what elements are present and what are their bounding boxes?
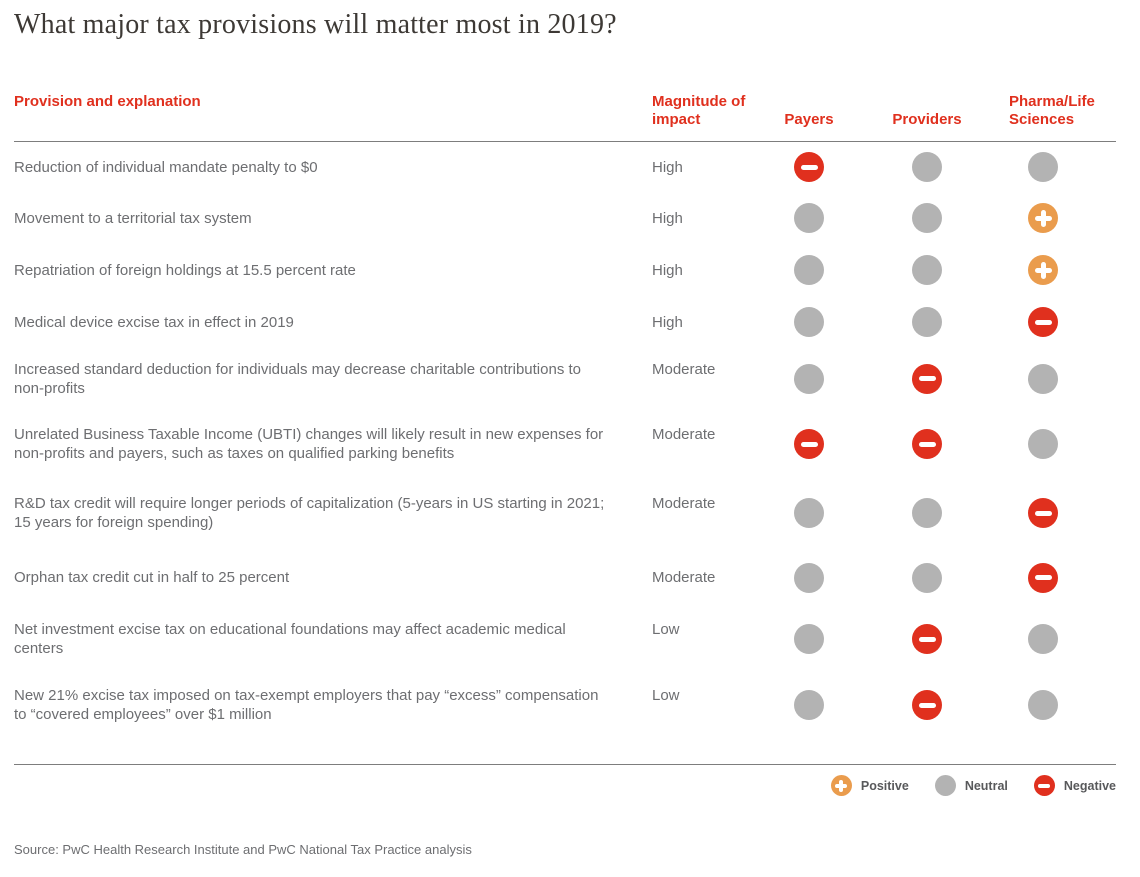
legend-label: Negative: [1063, 778, 1116, 793]
provision-text: Medical device excise tax in effect in 2…: [14, 313, 294, 331]
pharma-impact-icon: [1028, 562, 1058, 593]
table-row: New 21% excise tax imposed on tax-exempt…: [14, 670, 1140, 740]
table-row: Repatriation of foreign holdings at 15.5…: [14, 244, 1140, 296]
magnitude-value: Moderate: [652, 426, 716, 443]
page-title: What major tax provisions will matter mo…: [14, 9, 617, 40]
table-row: R&D tax credit will require longer perio…: [14, 479, 1140, 547]
legend-label: Neutral: [964, 778, 1008, 793]
provision-text: Net investment excise tax on educational…: [14, 621, 566, 657]
table-header-row: Provision and explanation Magnitude of i…: [14, 42, 1116, 142]
providers-impact-icon: [912, 363, 942, 394]
provision-text: Movement to a territorial tax system: [14, 209, 252, 227]
provision-text: Orphan tax credit cut in half to 25 perc…: [14, 569, 290, 586]
table-row: Movement to a territorial tax system Hig…: [14, 192, 1140, 244]
source-note: Source: PwC Health Research Institute an…: [14, 842, 472, 857]
column-header-magnitude: Magnitude of impact: [652, 93, 746, 128]
magnitude-value: Moderate: [652, 495, 716, 512]
payers-impact-icon: [794, 624, 824, 654]
payers-impact-icon: [794, 429, 824, 459]
payers-impact-icon: [794, 562, 824, 593]
pharma-impact-icon: [1028, 690, 1058, 720]
column-header-pharma: Pharma/Life Sciences: [1009, 93, 1095, 128]
legend-positive-icon: [830, 775, 852, 796]
pharma-impact-icon: [1028, 255, 1058, 285]
column-header-provision: Provision and explanation: [14, 93, 201, 110]
legend-label: Positive: [860, 778, 909, 793]
magnitude-value: High: [652, 261, 683, 279]
legend-item: Neutral: [934, 775, 1008, 796]
payers-impact-icon: [794, 690, 824, 720]
table-row: Medical device excise tax in effect in 2…: [14, 296, 1140, 348]
pharma-impact-icon: [1028, 203, 1058, 233]
providers-impact-icon: [912, 307, 942, 337]
table-row: Unrelated Business Taxable Income (UBTI)…: [14, 409, 1140, 479]
providers-impact-icon: [912, 203, 942, 233]
pharma-impact-icon: [1028, 363, 1058, 394]
legend-neutral-icon: [934, 775, 956, 796]
magnitude-value: High: [652, 313, 683, 331]
pharma-impact-icon: [1028, 307, 1058, 337]
pharma-impact-icon: [1028, 152, 1058, 182]
legend: Positive Neutral Negative: [14, 764, 1116, 796]
provision-text: Unrelated Business Taxable Income (UBTI)…: [14, 426, 604, 462]
payers-impact-icon: [794, 307, 824, 337]
pharma-impact-icon: [1028, 498, 1058, 528]
table-row: Net investment excise tax on educational…: [14, 608, 1140, 670]
legend-negative-icon: [1033, 775, 1055, 796]
column-header-providers: Providers: [892, 111, 962, 128]
payers-impact-icon: [794, 203, 824, 233]
column-header-payers: Payers: [784, 111, 834, 128]
magnitude-value: High: [652, 158, 683, 176]
magnitude-value: Low: [652, 687, 680, 704]
pharma-impact-icon: [1028, 624, 1058, 654]
pharma-impact-icon: [1028, 429, 1058, 459]
table-row: Reduction of individual mandate penalty …: [14, 142, 1140, 192]
table-body: Reduction of individual mandate penalty …: [14, 142, 1140, 740]
provision-text: New 21% excise tax imposed on tax-exempt…: [14, 687, 599, 723]
magnitude-value: Moderate: [652, 569, 716, 586]
table-row: Orphan tax credit cut in half to 25 perc…: [14, 547, 1140, 608]
providers-impact-icon: [912, 429, 942, 459]
provision-text: Repatriation of foreign holdings at 15.5…: [14, 261, 356, 279]
magnitude-value: Moderate: [652, 360, 716, 378]
payers-impact-icon: [794, 498, 824, 528]
providers-impact-icon: [912, 562, 942, 593]
payers-impact-icon: [794, 255, 824, 285]
magnitude-value: High: [652, 209, 683, 227]
magnitude-value: Low: [652, 621, 680, 638]
provision-text: Reduction of individual mandate penalty …: [14, 158, 318, 176]
payers-impact-icon: [794, 363, 824, 394]
providers-impact-icon: [912, 624, 942, 654]
provision-text: R&D tax credit will require longer perio…: [14, 495, 605, 531]
providers-impact-icon: [912, 152, 942, 182]
legend-item: Negative: [1033, 775, 1116, 796]
legend-item: Positive: [830, 775, 909, 796]
table-row: Increased standard deduction for individ…: [14, 348, 1140, 409]
payers-impact-icon: [794, 152, 824, 182]
providers-impact-icon: [912, 690, 942, 720]
providers-impact-icon: [912, 255, 942, 285]
provision-text: Increased standard deduction for individ…: [14, 360, 581, 397]
providers-impact-icon: [912, 498, 942, 528]
